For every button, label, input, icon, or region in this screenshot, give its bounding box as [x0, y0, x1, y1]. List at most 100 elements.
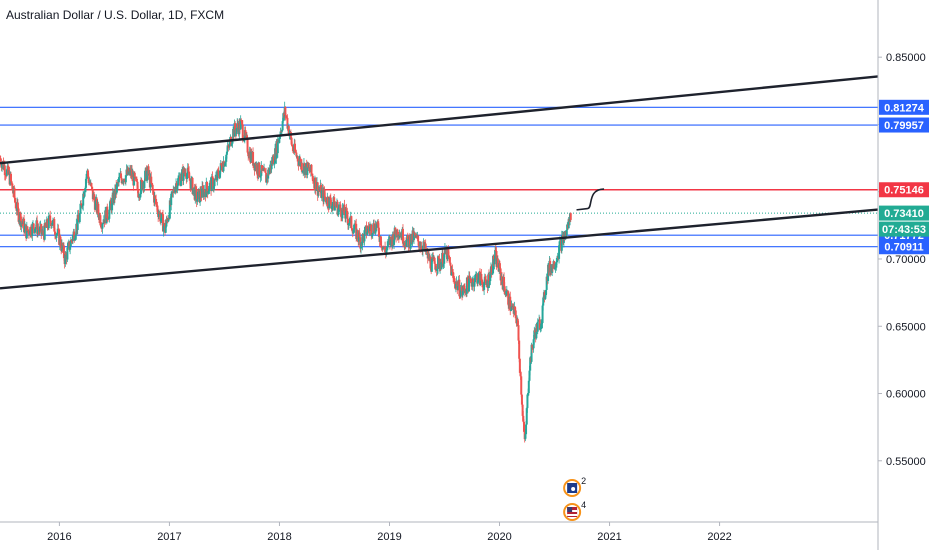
- candle-body: [101, 223, 104, 229]
- candle-body: [210, 176, 213, 192]
- candle-body: [263, 168, 266, 172]
- price-labels: 0.812740.799570.751460.734100.717720.709…: [879, 99, 929, 255]
- candle-body: [225, 154, 228, 162]
- candle-body: [174, 186, 177, 193]
- candle-body: [514, 310, 517, 319]
- candle-body: [120, 173, 123, 179]
- candle-body: [66, 247, 69, 260]
- candle-body: [398, 234, 401, 238]
- candle-body: [525, 424, 528, 435]
- candle-body: [264, 171, 267, 173]
- candle-body: [16, 202, 19, 209]
- trendline-1[interactable]: [0, 75, 879, 165]
- candle-body: [467, 275, 470, 292]
- candle-body: [370, 224, 373, 236]
- candle-body: [488, 281, 491, 286]
- candle-body: [136, 181, 139, 190]
- candle-body: [295, 152, 298, 157]
- candle-body: [312, 181, 315, 183]
- event-count: 4: [581, 500, 586, 510]
- countdown-label: 07:43:53: [882, 224, 926, 236]
- candle-body: [170, 193, 173, 206]
- candle-body: [463, 288, 466, 293]
- candle-body: [155, 204, 158, 206]
- candle-body: [236, 123, 239, 128]
- candle-body: [450, 269, 453, 276]
- price-label-bg: [879, 182, 929, 198]
- candle-body: [245, 135, 248, 139]
- candle-body: [71, 234, 74, 242]
- candle-body: [179, 180, 182, 186]
- candle-body: [493, 259, 496, 265]
- candle-body: [278, 138, 281, 143]
- candle-body: [451, 269, 454, 273]
- candle-body: [73, 231, 76, 241]
- candle-body: [510, 305, 513, 311]
- candle-body: [371, 234, 374, 236]
- candle-body: [363, 230, 366, 242]
- candle-body: [144, 170, 147, 181]
- candle-body: [539, 328, 542, 330]
- candle-body: [544, 295, 547, 300]
- candle-body: [195, 189, 198, 202]
- candle-body: [23, 225, 26, 233]
- flag-us-stripe-icon: [567, 514, 578, 516]
- candle-body: [100, 225, 103, 228]
- candle-body: [509, 310, 512, 312]
- candle-body: [146, 170, 149, 181]
- flag-us-canton-icon: [567, 507, 573, 512]
- candle-body: [459, 290, 462, 297]
- candle-body: [340, 209, 343, 217]
- trendline-2[interactable]: [0, 208, 879, 290]
- candles: [0, 101, 572, 443]
- candle-body: [77, 214, 80, 220]
- candle-body: [78, 213, 81, 223]
- candle-body: [441, 252, 444, 267]
- candle-body: [549, 260, 552, 273]
- candle-body: [434, 263, 437, 270]
- candle-body: [37, 228, 40, 231]
- candle-body: [127, 167, 130, 175]
- x-tick-label: 2017: [157, 531, 181, 543]
- candle-body: [437, 256, 440, 259]
- candle-body: [186, 173, 189, 180]
- candle-body: [190, 179, 193, 189]
- candle-body: [560, 235, 563, 251]
- candle-body: [280, 130, 283, 132]
- candle-body: [485, 279, 488, 285]
- candle-body: [541, 305, 544, 324]
- candle-body: [139, 179, 142, 195]
- candle-body: [194, 186, 197, 200]
- candle-body: [80, 203, 83, 207]
- candle-body: [503, 286, 506, 295]
- price-label-bg: [879, 117, 929, 133]
- candle-body: [272, 156, 275, 165]
- candle-body: [452, 272, 455, 278]
- candle-body: [47, 215, 50, 229]
- candle-body: [387, 240, 390, 242]
- candle-body: [424, 243, 427, 252]
- candle-body: [448, 255, 451, 258]
- candle-body: [177, 177, 180, 179]
- event-markers[interactable]: 24: [563, 476, 586, 521]
- candle-body: [155, 198, 158, 205]
- candle-body: [201, 186, 204, 198]
- candle-body: [490, 266, 493, 275]
- candle-body: [522, 415, 525, 422]
- candle-body: [153, 196, 156, 203]
- candle-body: [522, 421, 525, 432]
- projection-path[interactable]: [576, 188, 605, 211]
- candle-body: [27, 230, 30, 235]
- candle-body: [492, 256, 495, 274]
- candle-body: [521, 404, 524, 416]
- candle-body: [36, 228, 39, 234]
- candle-body: [10, 181, 13, 184]
- candle-body: [505, 291, 508, 296]
- candle-body: [227, 145, 230, 147]
- candle-body: [301, 171, 304, 173]
- candle-body: [135, 180, 138, 182]
- candle-body: [300, 162, 303, 172]
- candle-body: [36, 220, 39, 234]
- candle-body: [290, 137, 293, 145]
